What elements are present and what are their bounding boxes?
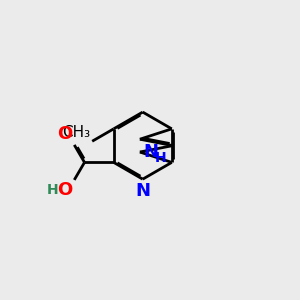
Text: CH₃: CH₃: [62, 125, 90, 140]
Text: H: H: [46, 183, 58, 197]
Text: N: N: [135, 182, 150, 200]
Text: H: H: [155, 152, 166, 165]
Text: N: N: [143, 143, 158, 161]
Text: O: O: [58, 182, 73, 200]
Text: O: O: [58, 125, 73, 143]
